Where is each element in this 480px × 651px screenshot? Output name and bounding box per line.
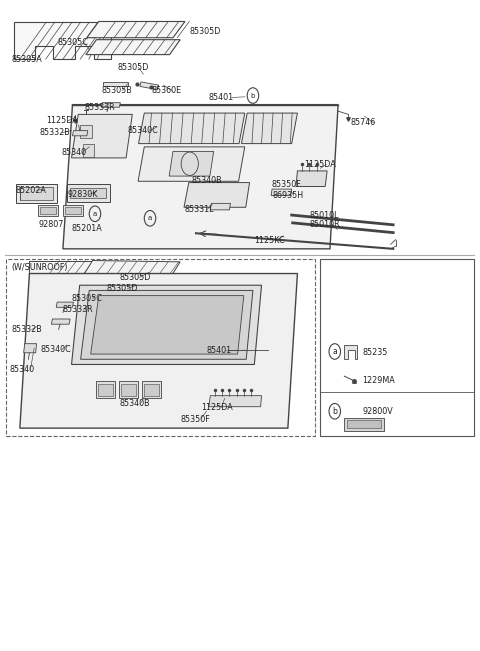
Text: 85350F: 85350F	[271, 180, 301, 189]
Polygon shape	[139, 113, 245, 144]
Text: 86935H: 86935H	[272, 191, 303, 200]
Text: 85235: 85235	[362, 348, 388, 357]
Polygon shape	[20, 273, 298, 428]
Text: 85340: 85340	[62, 148, 87, 157]
Text: 1125DA: 1125DA	[201, 403, 232, 412]
Text: 85305D: 85305D	[120, 273, 151, 282]
Text: 85305D: 85305D	[107, 284, 138, 293]
Text: 85332B: 85332B	[11, 325, 42, 334]
Text: 85202A: 85202A	[15, 186, 46, 195]
Polygon shape	[241, 113, 298, 144]
Polygon shape	[140, 82, 158, 90]
Polygon shape	[86, 40, 180, 55]
Text: a: a	[93, 211, 97, 217]
Polygon shape	[72, 285, 262, 365]
Polygon shape	[72, 131, 88, 136]
Polygon shape	[65, 207, 81, 214]
Text: 92807: 92807	[39, 219, 64, 229]
Polygon shape	[51, 319, 70, 324]
Polygon shape	[144, 384, 158, 396]
Text: 85401: 85401	[209, 93, 234, 102]
Text: 85340B: 85340B	[120, 399, 150, 408]
Text: 92830K: 92830K	[68, 190, 98, 199]
Polygon shape	[63, 105, 338, 249]
Text: 85401: 85401	[206, 346, 232, 355]
Text: (W/SUNROOF): (W/SUNROOF)	[12, 262, 68, 271]
Polygon shape	[209, 396, 262, 407]
Polygon shape	[120, 381, 138, 398]
Text: 85305C: 85305C	[72, 294, 102, 303]
Text: 85305C: 85305C	[57, 38, 88, 48]
Polygon shape	[16, 184, 57, 203]
Polygon shape	[344, 418, 384, 431]
Polygon shape	[26, 324, 48, 330]
Bar	[321, 259, 474, 436]
Text: 85340: 85340	[9, 365, 35, 374]
Polygon shape	[271, 189, 292, 195]
Polygon shape	[96, 381, 115, 398]
Polygon shape	[38, 204, 58, 216]
Polygon shape	[87, 21, 185, 38]
Text: 85305D: 85305D	[190, 27, 221, 36]
Polygon shape	[63, 204, 83, 216]
Text: 85010L: 85010L	[310, 211, 339, 220]
Text: 85201A: 85201A	[72, 223, 102, 232]
Polygon shape	[56, 302, 73, 307]
Text: 85333R: 85333R	[84, 103, 115, 112]
Text: b: b	[251, 92, 255, 98]
Polygon shape	[29, 260, 120, 294]
Polygon shape	[143, 381, 160, 398]
Polygon shape	[70, 187, 107, 198]
Polygon shape	[101, 103, 120, 107]
Text: 1125DA: 1125DA	[305, 160, 336, 169]
Text: 85340C: 85340C	[128, 126, 158, 135]
Polygon shape	[81, 290, 253, 359]
Text: 1229MA: 1229MA	[362, 376, 395, 385]
Polygon shape	[184, 182, 250, 207]
Text: a: a	[148, 215, 152, 221]
Polygon shape	[83, 144, 94, 157]
Polygon shape	[40, 207, 56, 214]
Polygon shape	[72, 115, 132, 158]
Text: 85331L: 85331L	[184, 205, 214, 214]
Polygon shape	[80, 126, 92, 139]
Polygon shape	[68, 303, 86, 307]
Text: 85746: 85746	[350, 118, 375, 128]
Polygon shape	[14, 22, 111, 59]
Text: 85340B: 85340B	[191, 176, 222, 185]
Polygon shape	[121, 384, 136, 396]
Polygon shape	[91, 296, 244, 354]
Polygon shape	[24, 344, 36, 353]
Polygon shape	[20, 187, 53, 200]
Bar	[6, 259, 315, 436]
Text: 1125DA: 1125DA	[46, 117, 78, 126]
Text: 92800V: 92800V	[362, 407, 393, 416]
Polygon shape	[81, 275, 177, 290]
Polygon shape	[344, 345, 357, 359]
Text: 85305A: 85305A	[11, 55, 42, 64]
Text: 85332B: 85332B	[40, 128, 71, 137]
Text: b: b	[332, 407, 337, 416]
Polygon shape	[347, 421, 381, 428]
Polygon shape	[98, 384, 113, 396]
Text: 85350F: 85350F	[180, 415, 210, 424]
Text: 85333R: 85333R	[63, 305, 94, 314]
Text: 85305D: 85305D	[118, 63, 149, 72]
Polygon shape	[84, 260, 180, 275]
Text: a: a	[332, 347, 337, 356]
Polygon shape	[67, 184, 110, 202]
Text: 85010R: 85010R	[310, 219, 340, 229]
Polygon shape	[138, 147, 245, 181]
Polygon shape	[103, 82, 128, 87]
Text: 85340C: 85340C	[40, 345, 71, 354]
Polygon shape	[296, 171, 327, 186]
Text: 85360E: 85360E	[152, 86, 181, 95]
Text: 85305B: 85305B	[101, 86, 132, 95]
Text: 1125KC: 1125KC	[254, 236, 285, 245]
Polygon shape	[169, 152, 214, 176]
Polygon shape	[210, 203, 230, 210]
